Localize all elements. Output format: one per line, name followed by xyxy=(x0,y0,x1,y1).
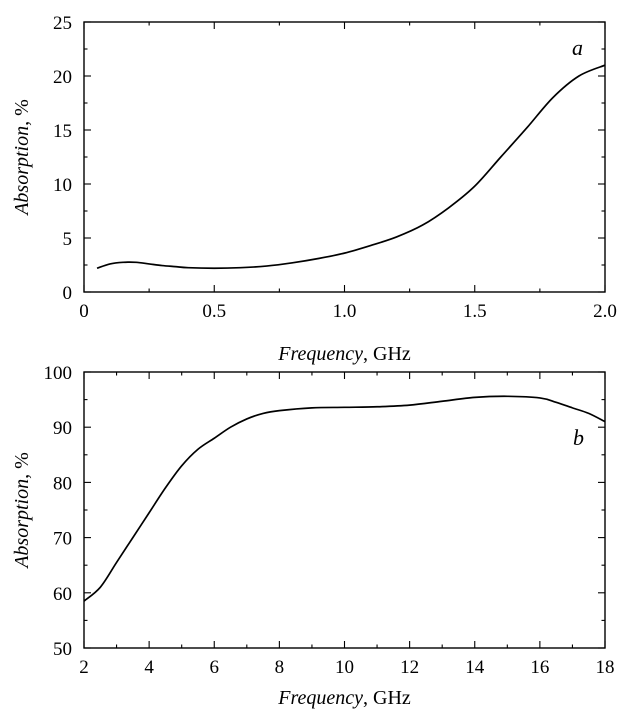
x-tick-label: 2.0 xyxy=(593,301,617,322)
y-tick-label: 25 xyxy=(53,13,72,34)
x-axis-title-main: Frequency xyxy=(277,687,363,709)
panel-a-chart: 0 0.5 1.0 1.5 2.0 0 5 10 15 20 25 Frequency, GHz Abs… xyxy=(11,13,617,365)
x-tick-label: 12 xyxy=(400,657,419,678)
y-tick-label: 15 xyxy=(53,121,72,142)
x-tick-label: 0.5 xyxy=(202,301,226,322)
y-axis-title-unit: , % xyxy=(11,99,33,126)
x-axis-title-unit: , GHz xyxy=(363,687,411,709)
y-axis-title-main: Absorption xyxy=(11,126,33,217)
x-axis-title: Frequency, GHz xyxy=(277,343,411,365)
plot-frame xyxy=(83,371,606,649)
y-tick-label: 100 xyxy=(44,363,73,384)
y-tick-label: 70 xyxy=(53,529,72,550)
x-tick-label: 2 xyxy=(79,657,89,678)
x-axis-title: Frequency, GHz xyxy=(277,687,411,709)
y-tick-label: 50 xyxy=(53,639,72,660)
panel-label: b xyxy=(573,425,584,450)
x-tick-label: 10 xyxy=(335,657,354,678)
y-tick-label: 5 xyxy=(63,229,73,250)
x-tick-label: 8 xyxy=(275,657,285,678)
absorption-curve xyxy=(96,64,606,270)
x-tick-label: 16 xyxy=(530,657,549,678)
x-axis-title-unit: , GHz xyxy=(363,343,411,365)
x-tick-label: 1.0 xyxy=(333,301,357,322)
x-tick-label: 0 xyxy=(79,301,89,322)
absorption-curve xyxy=(83,395,606,602)
x-tick-label: 4 xyxy=(144,657,154,678)
x-axis-title-main: Frequency xyxy=(277,343,363,365)
y-axis-title-unit: , % xyxy=(11,452,33,479)
y-tick-label: 90 xyxy=(53,418,72,439)
x-tick-label: 1.5 xyxy=(463,301,487,322)
y-axis-title: Absorption, % xyxy=(11,452,33,570)
panel-label: a xyxy=(572,35,583,60)
plot-frame xyxy=(83,21,606,293)
y-axis-title: Absorption, % xyxy=(11,99,33,217)
y-axis-title-main: Absorption xyxy=(11,479,33,570)
y-tick-label: 20 xyxy=(53,67,72,88)
x-tick-label: 18 xyxy=(596,657,615,678)
panel-b-chart: 2 4 6 8 10 12 14 16 18 50 60 70 80 90 100 Frequency, GH… xyxy=(11,363,615,709)
x-tick-label: 14 xyxy=(465,657,485,678)
y-tick-label: 60 xyxy=(53,584,72,605)
x-tick-label: 6 xyxy=(210,657,220,678)
y-tick-label: 80 xyxy=(53,473,72,494)
y-tick-label: 0 xyxy=(63,283,73,304)
y-tick-label: 10 xyxy=(53,175,72,196)
